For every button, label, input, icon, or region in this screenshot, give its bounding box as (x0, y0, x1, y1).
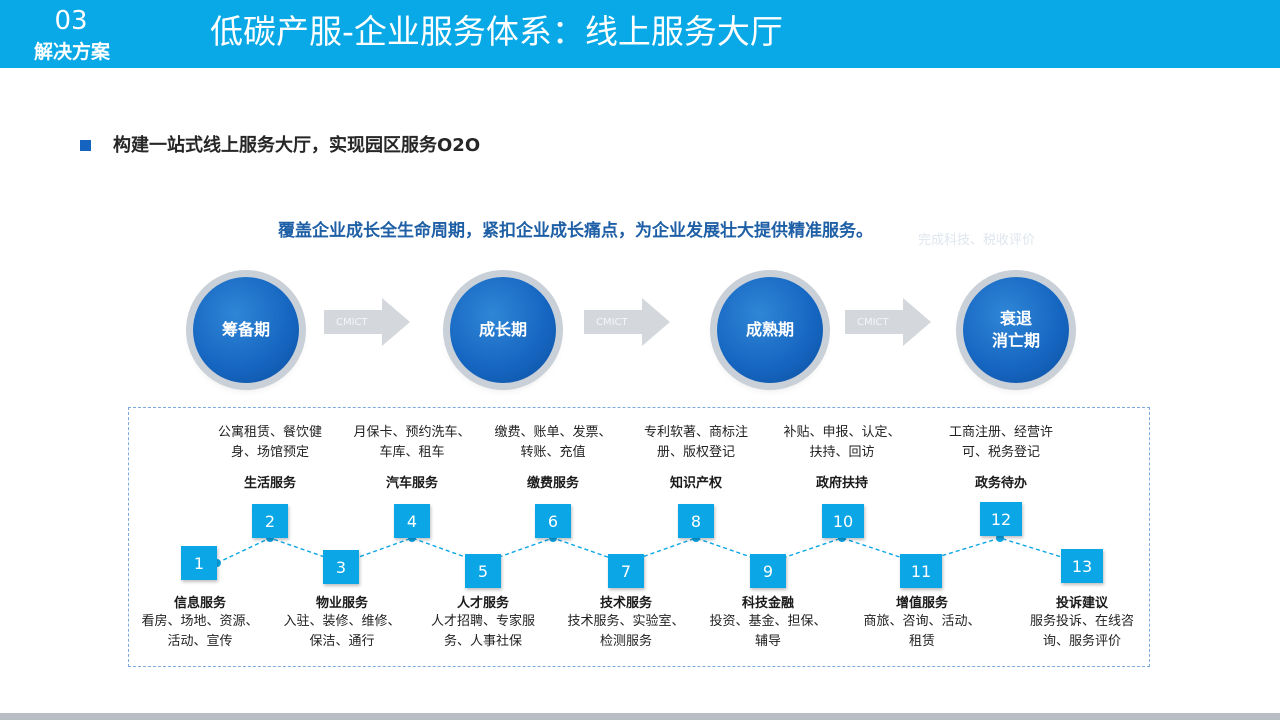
service-detail: 商旅、咨询、活动、 租赁 (863, 614, 981, 649)
arrow-label: CMICT (336, 317, 368, 328)
service-number-box: 11 (900, 554, 942, 588)
service-number-box: 8 (678, 504, 714, 538)
service-title: 增值服务 (895, 596, 948, 611)
service-title: 缴费服务 (526, 476, 579, 491)
service-detail: 专利软著、商标注 册、版权登记 (643, 425, 748, 460)
footer-bar (0, 713, 1280, 720)
arrow-label: CMICT (596, 317, 628, 328)
service-title: 技术服务 (599, 596, 652, 611)
services-panel (128, 407, 1150, 667)
service-title: 投诉建议 (1055, 596, 1108, 611)
service-number-box: 10 (822, 504, 864, 538)
bullet-marker (80, 140, 91, 151)
service-detail: 投资、基金、担保、 辅导 (709, 614, 827, 649)
service-number-box: 5 (465, 554, 501, 588)
service-number-box: 7 (608, 554, 644, 588)
stage-label: 衰退 消亡期 (991, 309, 1040, 350)
service-title: 人才服务 (456, 596, 509, 611)
connector-dot (408, 534, 416, 542)
headline: 覆盖企业成长全生命周期，紧扣企业成长痛点，为企业发展壮大提供精准服务。 (278, 221, 873, 241)
stage-label: 成熟期 (745, 320, 794, 339)
service-number-box: 6 (535, 504, 571, 538)
service-title: 生活服务 (243, 476, 296, 491)
service-title: 知识产权 (669, 476, 722, 491)
stage-circle-1: 筹备期 (193, 277, 299, 383)
service-detail: 公寓租赁、餐饮健 身、场馆预定 (217, 425, 322, 460)
service-number-box: 1 (181, 546, 217, 580)
service-detail: 看房、场地、资源、 活动、宣传 (141, 614, 259, 649)
service-number-box: 2 (252, 504, 288, 538)
service-detail: 服务投诉、在线咨 询、服务评价 (1029, 614, 1134, 649)
service-number-box: 12 (980, 502, 1022, 536)
service-number-box: 13 (1061, 549, 1103, 583)
section-number: 03 (54, 6, 88, 36)
arrow-right-icon (845, 298, 931, 346)
ghost-text: 完成科技、税收评价 (918, 233, 1036, 248)
connector-dot (692, 534, 700, 542)
arrow-label: CMICT (857, 317, 889, 328)
service-detail: 技术服务、实验室、 检测服务 (567, 614, 685, 649)
service-detail: 月保卡、预约洗车、 车库、租车 (353, 425, 471, 460)
service-number-box: 3 (323, 550, 359, 584)
service-title: 信息服务 (173, 596, 226, 611)
service-title: 物业服务 (315, 596, 368, 611)
arrow-right-icon (584, 298, 670, 346)
connector-dot (549, 534, 557, 542)
header-bar: 03 解决方案 低碳产服-企业服务体系：线上服务大厅 (0, 0, 1280, 68)
service-title: 科技金融 (741, 596, 794, 611)
stage-label: 筹备期 (221, 320, 270, 339)
connector-dot (266, 534, 274, 542)
service-detail: 缴费、账单、发票、 转账、充值 (494, 425, 612, 460)
service-number-box: 9 (750, 554, 786, 588)
stage-circle-2: 成长期 (450, 277, 556, 383)
bullet-text: 构建一站式线上服务大厅，实现园区服务O2O (113, 135, 481, 156)
service-detail: 补贴、申报、认定、 扶持、回访 (783, 425, 901, 460)
service-detail: 工商注册、经营许 可、税务登记 (948, 425, 1053, 460)
connector-dot (996, 534, 1004, 542)
stage-label: 成长期 (478, 320, 527, 339)
service-title: 汽车服务 (385, 476, 438, 491)
page-title: 低碳产服-企业服务体系：线上服务大厅 (210, 12, 783, 51)
section-name: 解决方案 (33, 41, 110, 63)
arrow-right-icon (324, 298, 410, 346)
service-title: 政务待办 (974, 476, 1027, 491)
service-title: 政府扶持 (815, 476, 868, 491)
service-detail: 人才招聘、专家服 务、人事社保 (430, 614, 535, 649)
connector-dot (838, 534, 846, 542)
stage-circle-3: 成熟期 (717, 277, 823, 383)
service-number-box: 4 (394, 504, 430, 538)
service-detail: 入驻、装修、维修、 保洁、通行 (283, 614, 401, 649)
connector-dot (213, 559, 221, 567)
stage-circle-4: 衰退 消亡期 (963, 277, 1069, 383)
